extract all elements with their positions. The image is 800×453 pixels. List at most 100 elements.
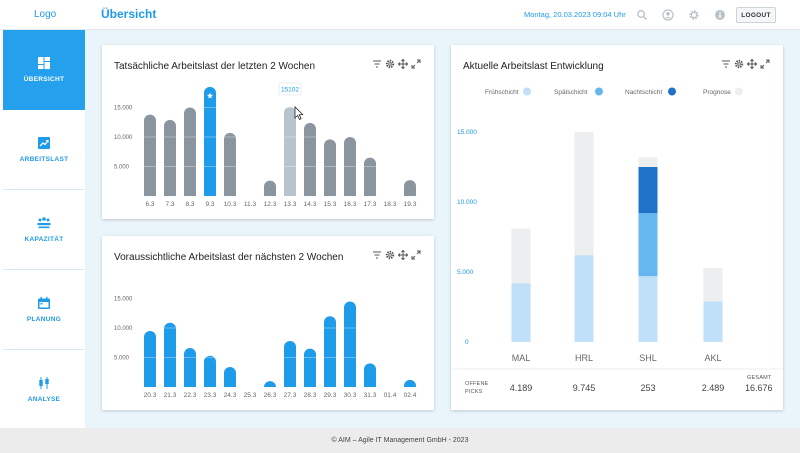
info-icon[interactable] [714, 9, 726, 21]
footer: © AIM – Agile IT Management GmbH - 2023 [0, 428, 800, 453]
bar[interactable] [204, 355, 216, 387]
x-tick-label: 29.3 [324, 392, 337, 399]
logo[interactable]: Logo [34, 9, 57, 20]
bar[interactable] [264, 381, 276, 388]
gear-icon[interactable] [688, 9, 700, 21]
sidebar-item-label: KAPAZITÄT [24, 236, 64, 243]
x-tick-label: 16.3 [344, 201, 357, 208]
x-tick-label: 12.3 [264, 201, 277, 208]
sidebar-item-kapazitaet[interactable]: KAPAZITÄT [3, 190, 85, 270]
bar[interactable] [404, 180, 416, 196]
open-picks-value: 253 [640, 383, 655, 393]
sidebar: ÜBERSICHT ARBEITSLAST KAPAZITÄT PLANUNG [0, 30, 85, 430]
bar[interactable] [164, 322, 176, 387]
bar[interactable] [224, 366, 236, 387]
expand-icon[interactable] [411, 59, 421, 69]
move-icon[interactable] [398, 59, 408, 69]
app-header: Logo Übersicht Montag, 20.03.2023 09:04 … [0, 0, 800, 30]
filter-icon[interactable] [372, 250, 382, 260]
sidebar-item-label: ARBEITSLAST [19, 156, 69, 163]
legend-swatch[interactable] [523, 87, 531, 96]
people-icon [37, 217, 51, 229]
legend-label: Nachtschicht [625, 89, 662, 96]
bar[interactable] [284, 106, 296, 196]
bar[interactable] [144, 114, 156, 196]
x-tick-label: 22.3 [184, 392, 197, 399]
bar[interactable] [184, 107, 196, 197]
legend-swatch[interactable] [595, 87, 603, 96]
x-tick-label: 23.3 [204, 392, 217, 399]
actual-workload-chart: 5.000 10.000 15.000 6.3 7.3 8.3 9.3 10.3 11.3 12.… [114, 82, 417, 208]
stacked-bar-segment[interactable] [638, 157, 658, 167]
sidebar-item-uebersicht[interactable]: ÜBERSICHT [3, 30, 85, 110]
candlestick-icon [39, 377, 49, 389]
stacked-bar-segment[interactable] [638, 167, 658, 214]
bar[interactable] [184, 348, 196, 387]
card-toolbar [721, 59, 781, 71]
move-icon[interactable] [398, 250, 408, 260]
open-picks-value: 2.489 [702, 383, 725, 393]
bar[interactable] [164, 119, 176, 196]
y-tick-label: 10.000 [457, 199, 477, 206]
current-development-chart: Frühschicht Spätschicht Nachtschicht Progno… [451, 87, 783, 395]
logout-button[interactable]: LOGOUT [736, 7, 776, 23]
stacked-bar-segment[interactable] [638, 213, 658, 277]
expand-icon[interactable] [760, 59, 770, 69]
y-tick-label: 10.000 [114, 326, 133, 332]
search-icon[interactable] [636, 9, 648, 21]
bar[interactable] [364, 157, 376, 196]
gear-icon[interactable] [385, 250, 395, 260]
card-toolbar [372, 59, 432, 71]
sidebar-item-arbeitslast[interactable]: ARBEITSLAST [3, 110, 85, 190]
stacked-bar-segment[interactable] [511, 283, 531, 342]
bar[interactable] [364, 363, 376, 387]
calendar-icon [38, 296, 50, 309]
bar[interactable] [404, 379, 416, 387]
y-tick-label: 15.000 [114, 297, 133, 303]
legend-swatch[interactable] [668, 87, 676, 96]
bar[interactable] [144, 330, 156, 387]
dashboard-icon [38, 57, 50, 69]
x-tick-label: 24.3 [224, 392, 237, 399]
bar[interactable] [264, 180, 276, 196]
x-tick-label: MAL [512, 353, 531, 363]
x-tick-label: SHL [639, 353, 657, 363]
legend-label: Prognose [703, 89, 731, 96]
legend-swatch[interactable] [735, 87, 743, 96]
x-tick-label: 20.3 [144, 392, 157, 399]
x-tick-label: 27.3 [284, 392, 297, 399]
x-tick-label: 10.3 [224, 201, 237, 208]
bar[interactable] [304, 348, 316, 387]
expand-icon[interactable] [411, 250, 421, 260]
sidebar-item-label: ANALYSE [27, 396, 61, 403]
bar[interactable] [204, 86, 216, 196]
open-picks-label: PICKS [465, 389, 483, 395]
bar[interactable] [224, 132, 236, 196]
bar[interactable] [304, 122, 316, 196]
move-icon[interactable] [747, 59, 757, 69]
bar[interactable] [344, 301, 356, 387]
star-icon [206, 92, 214, 99]
date-time: Montag, 20.03.2023 09:04 Uhr [524, 10, 626, 19]
stacked-bar-segment[interactable] [703, 301, 723, 342]
stacked-bar-segment[interactable] [703, 267, 723, 302]
stacked-bar-segment[interactable] [574, 132, 594, 256]
bar[interactable] [324, 316, 336, 387]
gear-icon[interactable] [385, 59, 395, 69]
stacked-bar-segment[interactable] [574, 255, 594, 342]
gear-icon[interactable] [734, 59, 744, 69]
filter-icon[interactable] [721, 59, 731, 69]
stacked-bar-segment[interactable] [638, 276, 658, 342]
x-tick-label: 7.3 [165, 201, 174, 208]
bar[interactable] [284, 340, 296, 387]
sidebar-item-planung[interactable]: PLANUNG [3, 270, 85, 350]
legend-label: Spätschicht [554, 89, 588, 96]
filter-icon[interactable] [372, 59, 382, 69]
x-tick-label: 15.3 [324, 201, 337, 208]
mouse-cursor-icon [294, 105, 304, 121]
sidebar-item-analyse[interactable]: ANALYSE [3, 350, 85, 430]
sidebar-item-label: ÜBERSICHT [23, 76, 65, 83]
user-icon[interactable] [662, 9, 674, 21]
bar[interactable] [324, 139, 336, 196]
stacked-bar-segment[interactable] [511, 228, 531, 284]
